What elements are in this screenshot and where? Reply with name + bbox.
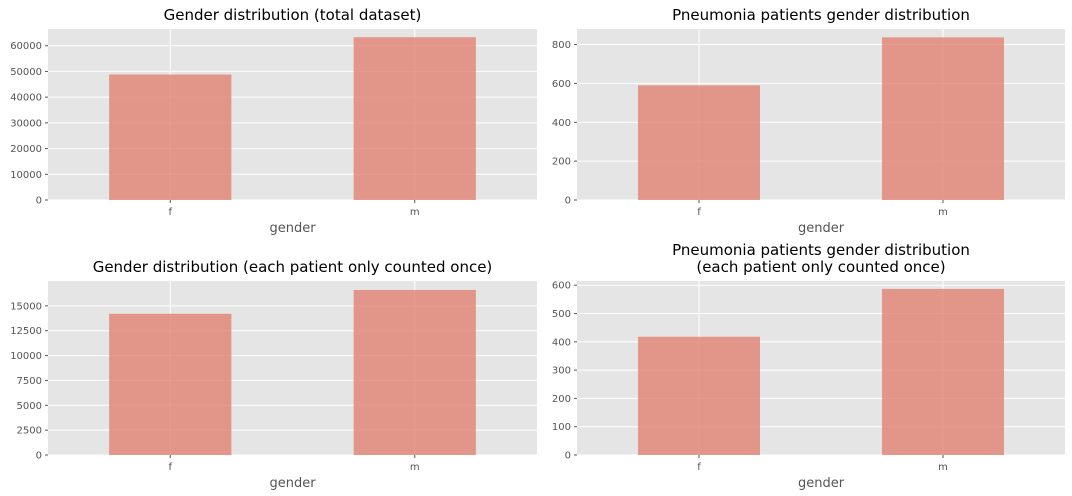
chart-title: Gender distribution (each patient only c… <box>93 258 493 276</box>
y-tick-label: 0 <box>36 196 42 207</box>
y-tick-label: 30000 <box>10 118 42 129</box>
y-tick-label: 0 <box>565 451 571 462</box>
chart-panel-3: 0 2500 5000 7500 10000 12500 15000 f m gender Gend… <box>10 258 537 491</box>
chart-title: Gender distribution (total dataset) <box>164 6 422 24</box>
y-tick-label: 300 <box>552 366 571 377</box>
y-tick-label: 600 <box>552 281 571 292</box>
chart-panel-1: 0 10000 20000 30000 40000 50000 60000 f m gender G… <box>10 6 537 236</box>
y-tick-label: 400 <box>552 337 571 348</box>
y-tick-label: 800 <box>552 40 571 51</box>
y-tick-label: 10000 <box>10 351 42 362</box>
y-tick-label: 15000 <box>10 301 42 312</box>
y-tick-label: 100 <box>552 422 571 433</box>
bar-f <box>638 336 760 455</box>
x-tick-label: m <box>938 462 948 473</box>
y-tick-label: 40000 <box>10 93 42 104</box>
bar-m <box>882 37 1004 200</box>
y-tick-label: 12500 <box>10 326 42 337</box>
chart-title: Pneumonia patients gender distribution <box>672 241 970 259</box>
y-tick-label: 60000 <box>10 41 42 52</box>
chart-title: Pneumonia patients gender distribution <box>672 6 970 24</box>
y-tick-label: 600 <box>552 79 571 90</box>
y-tick-label: 0 <box>565 196 571 207</box>
y-tick-label: 7500 <box>17 376 42 387</box>
x-tick-label: m <box>410 462 420 473</box>
x-axis-label: gender <box>269 221 316 236</box>
x-tick-label: f <box>168 207 172 218</box>
x-axis-label: gender <box>269 476 316 491</box>
y-tick-label: 200 <box>552 157 571 168</box>
y-tick-label: 2500 <box>17 426 42 437</box>
bar-f <box>109 313 232 455</box>
y-tick-label: 200 <box>552 394 571 405</box>
x-axis-label: gender <box>798 221 845 236</box>
y-tick-label: 20000 <box>10 144 42 155</box>
x-tick-label: m <box>938 207 948 218</box>
bar-m <box>353 37 476 200</box>
y-tick-label: 10000 <box>10 170 42 181</box>
x-tick-label: m <box>410 207 420 218</box>
bar-m <box>353 289 476 455</box>
y-tick-label: 500 <box>552 309 571 320</box>
chart-panel-2: 0 200 400 600 800 f m gender Pneumonia patients … <box>552 6 1065 236</box>
x-tick-label: f <box>697 207 701 218</box>
x-tick-label: f <box>168 462 172 473</box>
y-tick-label: 0 <box>36 451 42 462</box>
y-tick-label: 5000 <box>17 401 42 412</box>
y-tick-label: 50000 <box>10 67 42 78</box>
chart-title: (each patient only counted once) <box>696 258 945 276</box>
chart-panel-4: 0 100 200 300 400 500 600 f m gender Pneumonia pat… <box>552 241 1065 491</box>
bar-f <box>638 85 760 200</box>
y-tick-label: 400 <box>552 118 571 129</box>
x-tick-label: f <box>697 462 701 473</box>
bar-m <box>882 288 1004 455</box>
x-axis-label: gender <box>798 476 845 491</box>
bar-f <box>109 74 232 200</box>
